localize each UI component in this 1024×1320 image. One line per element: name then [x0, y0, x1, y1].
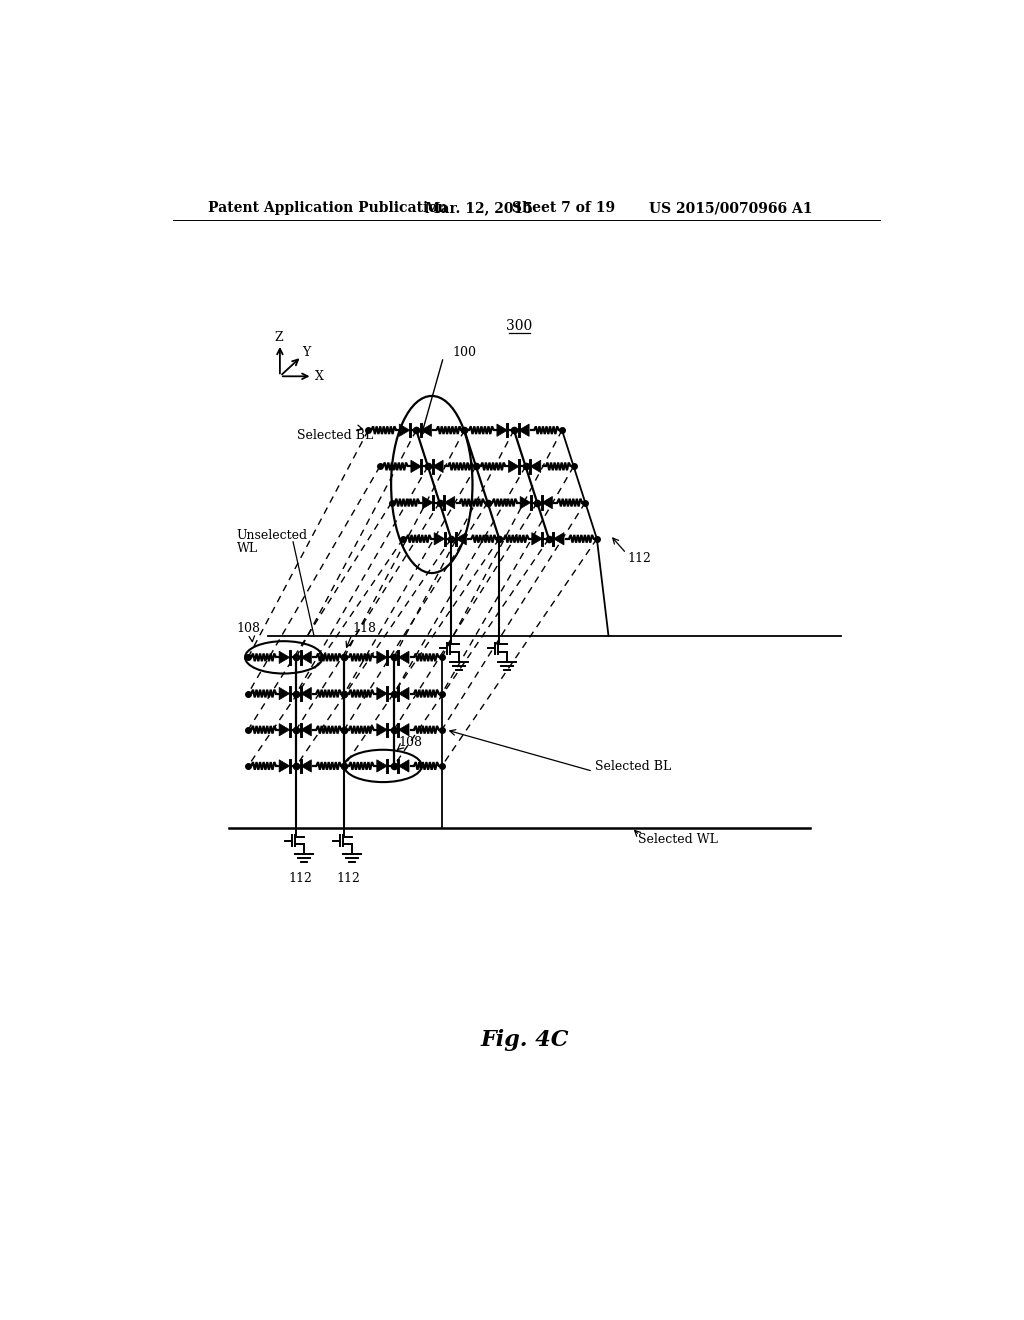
Polygon shape — [280, 723, 290, 737]
Text: 118: 118 — [352, 622, 376, 635]
Text: Unselected: Unselected — [237, 529, 307, 543]
Polygon shape — [377, 688, 387, 700]
Polygon shape — [432, 461, 443, 473]
Polygon shape — [518, 424, 529, 437]
Polygon shape — [497, 424, 508, 437]
Text: WL: WL — [237, 541, 258, 554]
Polygon shape — [301, 723, 311, 737]
Text: 108: 108 — [398, 737, 423, 750]
Text: Patent Application Publication: Patent Application Publication — [208, 202, 447, 215]
Text: 108: 108 — [237, 622, 260, 635]
Polygon shape — [554, 533, 564, 545]
Polygon shape — [520, 496, 530, 508]
Polygon shape — [456, 533, 466, 545]
Polygon shape — [434, 533, 444, 545]
Text: 112: 112 — [336, 871, 360, 884]
Text: Mar. 12, 2015: Mar. 12, 2015 — [425, 202, 532, 215]
Polygon shape — [398, 760, 409, 772]
Text: 300: 300 — [506, 319, 532, 333]
Polygon shape — [398, 651, 409, 664]
Text: 112: 112 — [288, 871, 312, 884]
Text: Y: Y — [302, 346, 310, 359]
Text: Selected BL: Selected BL — [297, 429, 373, 442]
Polygon shape — [423, 496, 433, 508]
Polygon shape — [377, 760, 387, 772]
Polygon shape — [530, 461, 541, 473]
Polygon shape — [301, 760, 311, 772]
Polygon shape — [280, 651, 290, 664]
Text: Selected WL: Selected WL — [638, 833, 718, 846]
Polygon shape — [411, 461, 422, 473]
Polygon shape — [509, 461, 519, 473]
Text: US 2015/0070966 A1: US 2015/0070966 A1 — [649, 202, 812, 215]
Text: 100: 100 — [453, 346, 477, 359]
Text: Z: Z — [274, 330, 283, 343]
Text: X: X — [315, 370, 324, 383]
Text: Fig. 4C: Fig. 4C — [480, 1030, 569, 1051]
Polygon shape — [399, 424, 410, 437]
Polygon shape — [301, 651, 311, 664]
Text: 112: 112 — [628, 552, 651, 565]
Polygon shape — [301, 688, 311, 700]
Polygon shape — [377, 651, 387, 664]
Polygon shape — [398, 688, 409, 700]
Polygon shape — [531, 533, 543, 545]
Polygon shape — [280, 688, 290, 700]
Text: Sheet 7 of 19: Sheet 7 of 19 — [512, 202, 614, 215]
Polygon shape — [377, 723, 387, 737]
Polygon shape — [280, 760, 290, 772]
Polygon shape — [398, 723, 409, 737]
Polygon shape — [421, 424, 431, 437]
Polygon shape — [444, 496, 455, 508]
Polygon shape — [542, 496, 552, 508]
Text: Selected BL: Selected BL — [595, 760, 672, 774]
